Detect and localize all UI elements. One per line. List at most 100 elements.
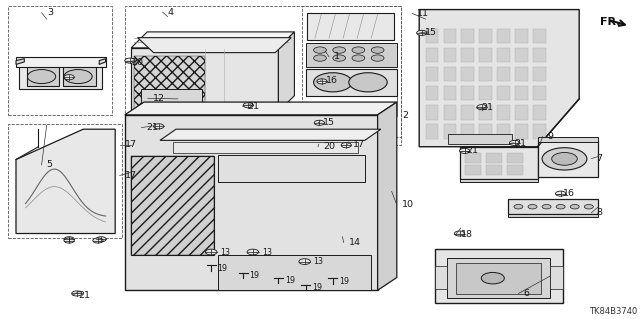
- Bar: [479, 105, 492, 120]
- Polygon shape: [307, 13, 394, 40]
- Polygon shape: [131, 32, 294, 48]
- Text: FR.: FR.: [600, 17, 621, 27]
- Circle shape: [556, 204, 565, 209]
- Bar: [465, 165, 481, 175]
- Polygon shape: [160, 129, 381, 140]
- Polygon shape: [306, 43, 397, 67]
- Circle shape: [454, 231, 465, 236]
- Polygon shape: [538, 137, 598, 142]
- Polygon shape: [538, 140, 598, 177]
- Bar: [134, 56, 205, 110]
- Text: 20: 20: [131, 58, 143, 67]
- Polygon shape: [138, 38, 291, 53]
- Circle shape: [352, 55, 365, 61]
- Bar: [515, 124, 528, 139]
- Text: 1: 1: [334, 52, 340, 61]
- Text: 18: 18: [461, 230, 473, 239]
- Bar: [479, 67, 492, 81]
- Text: 19: 19: [218, 264, 228, 273]
- Bar: [302, 6, 401, 137]
- Polygon shape: [16, 57, 106, 67]
- Polygon shape: [435, 266, 447, 289]
- Circle shape: [552, 152, 577, 165]
- Text: 15: 15: [425, 28, 437, 37]
- Circle shape: [528, 204, 537, 209]
- Polygon shape: [16, 129, 115, 234]
- Circle shape: [64, 70, 92, 84]
- Polygon shape: [27, 65, 59, 86]
- Circle shape: [371, 47, 384, 53]
- Polygon shape: [173, 142, 358, 153]
- Text: 19: 19: [339, 277, 349, 286]
- Text: 12: 12: [153, 94, 165, 103]
- Polygon shape: [125, 102, 397, 115]
- Bar: [426, 48, 438, 62]
- Polygon shape: [131, 48, 278, 112]
- Text: 19: 19: [312, 283, 323, 292]
- Bar: [497, 124, 510, 139]
- Polygon shape: [99, 59, 106, 64]
- Bar: [497, 105, 510, 120]
- Circle shape: [333, 55, 346, 61]
- Text: 19: 19: [250, 271, 260, 280]
- Text: 13: 13: [314, 257, 324, 266]
- Circle shape: [460, 148, 470, 153]
- Bar: [479, 86, 492, 100]
- Polygon shape: [447, 258, 550, 298]
- Text: 10: 10: [402, 200, 414, 209]
- Text: 14: 14: [349, 238, 361, 247]
- Bar: [426, 86, 438, 100]
- Circle shape: [333, 47, 346, 53]
- Polygon shape: [218, 255, 371, 290]
- Text: 17: 17: [353, 140, 365, 149]
- Bar: [479, 48, 492, 62]
- Text: 16: 16: [326, 76, 338, 85]
- Text: 6: 6: [524, 289, 529, 298]
- Bar: [515, 29, 528, 43]
- Bar: [486, 165, 502, 175]
- Circle shape: [247, 249, 259, 255]
- Bar: [461, 29, 474, 43]
- Circle shape: [93, 238, 103, 243]
- Circle shape: [352, 47, 365, 53]
- Bar: [533, 105, 546, 120]
- Polygon shape: [19, 64, 102, 89]
- Bar: [8, 6, 112, 115]
- Polygon shape: [306, 69, 397, 96]
- Circle shape: [205, 249, 217, 255]
- Circle shape: [341, 143, 351, 148]
- Text: 7: 7: [596, 154, 602, 163]
- Circle shape: [299, 259, 310, 264]
- Text: 3: 3: [47, 8, 53, 17]
- Polygon shape: [448, 134, 512, 144]
- Bar: [507, 165, 523, 175]
- Bar: [497, 29, 510, 43]
- Text: TK84B3740: TK84B3740: [589, 307, 637, 315]
- Bar: [461, 86, 474, 100]
- Bar: [497, 48, 510, 62]
- Text: 4: 4: [168, 8, 173, 17]
- Text: 21: 21: [466, 146, 478, 155]
- Bar: [507, 153, 523, 163]
- Circle shape: [64, 75, 74, 80]
- Text: 21: 21: [515, 139, 527, 148]
- Bar: [497, 67, 510, 81]
- Text: 19: 19: [285, 276, 295, 285]
- Circle shape: [570, 204, 579, 209]
- Bar: [8, 124, 122, 238]
- Text: 21: 21: [481, 103, 493, 112]
- Bar: [533, 124, 546, 139]
- Circle shape: [514, 204, 523, 209]
- Text: 13: 13: [262, 248, 272, 256]
- Polygon shape: [218, 155, 365, 182]
- Bar: [479, 124, 492, 139]
- Bar: [461, 105, 474, 120]
- Bar: [479, 29, 492, 43]
- Circle shape: [509, 140, 520, 145]
- Bar: [131, 156, 214, 255]
- Bar: [125, 6, 401, 145]
- Bar: [444, 86, 456, 100]
- Bar: [131, 156, 214, 255]
- Bar: [461, 48, 474, 62]
- Polygon shape: [460, 147, 538, 179]
